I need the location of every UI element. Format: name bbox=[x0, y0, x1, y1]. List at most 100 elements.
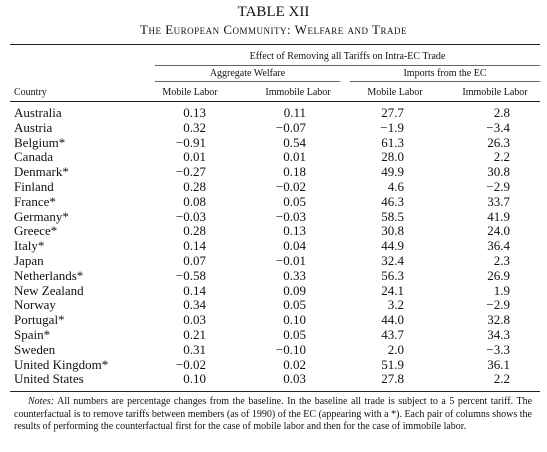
rule bbox=[155, 81, 340, 82]
country-cell: France* bbox=[14, 193, 56, 209]
country-cell: Australia bbox=[14, 105, 62, 120]
rule bbox=[350, 81, 540, 82]
value-cell: 28.0 bbox=[381, 149, 404, 165]
value-cell: 0.03 bbox=[283, 371, 306, 387]
value-cell: 0.02 bbox=[283, 356, 306, 372]
value-cell: 41.9 bbox=[487, 208, 510, 224]
country-cell: Finland bbox=[14, 179, 54, 194]
country-cell: Portugal* bbox=[14, 312, 65, 328]
column-header: Immobile Labor bbox=[265, 87, 331, 98]
value-cell: 24.1 bbox=[381, 282, 404, 298]
group-header: Aggregate Welfare bbox=[209, 68, 286, 79]
table-title: TABLE XII bbox=[237, 4, 310, 20]
country-cell: Netherlands* bbox=[14, 267, 84, 283]
value-cell: −0.02 bbox=[175, 356, 206, 372]
value-cell: −0.03 bbox=[175, 208, 206, 224]
country-cell: United States bbox=[14, 371, 84, 387]
value-cell: 0.14 bbox=[183, 238, 206, 254]
group-header: Imports from the EC bbox=[403, 68, 487, 79]
country-cell: Canada bbox=[14, 149, 53, 165]
country-cell: Spain* bbox=[14, 327, 51, 342]
value-cell: 43.7 bbox=[381, 327, 404, 342]
spanner-header: Effect of Removing all Tariffs on Intra-… bbox=[249, 51, 446, 62]
notes: Notes: All numbers are percentage change… bbox=[14, 396, 532, 434]
value-cell: 0.18 bbox=[283, 164, 306, 180]
column-header: Mobile Labor bbox=[367, 87, 423, 98]
value-cell: 0.11 bbox=[283, 105, 306, 120]
country-cell: Greece* bbox=[14, 223, 58, 239]
value-cell: −0.58 bbox=[175, 267, 206, 283]
notes-label: Notes: bbox=[28, 396, 55, 407]
value-cell: 0.05 bbox=[283, 193, 306, 209]
value-cell: 1.9 bbox=[493, 282, 510, 298]
value-cell: 0.10 bbox=[283, 312, 306, 328]
country-cell: Japan bbox=[14, 253, 44, 268]
value-cell: 0.21 bbox=[183, 327, 206, 342]
rule bbox=[155, 65, 540, 66]
value-cell: 4.6 bbox=[387, 179, 404, 194]
value-cell: 24.0 bbox=[487, 223, 510, 239]
value-cell: 32.4 bbox=[381, 253, 404, 268]
value-cell: 61.3 bbox=[381, 134, 404, 150]
value-cell: 0.08 bbox=[183, 193, 206, 209]
country-cell: Germany* bbox=[14, 208, 69, 224]
value-cell: 44.9 bbox=[381, 238, 404, 254]
value-cell: 2.2 bbox=[493, 371, 510, 387]
value-cell: 36.1 bbox=[487, 356, 510, 372]
table-subtitle: The European Community: Welfare and Trad… bbox=[140, 22, 407, 37]
value-cell: −1.9 bbox=[380, 119, 404, 135]
value-cell: −2.9 bbox=[486, 297, 510, 313]
value-cell: 3.2 bbox=[387, 297, 404, 313]
value-cell: 0.05 bbox=[283, 297, 306, 313]
value-cell: 0.32 bbox=[183, 119, 206, 135]
value-cell: −0.10 bbox=[275, 341, 306, 357]
value-cell: 0.31 bbox=[183, 341, 206, 357]
value-cell: 36.4 bbox=[487, 238, 510, 254]
value-cell: 56.3 bbox=[381, 267, 404, 283]
value-cell: 0.09 bbox=[283, 282, 306, 298]
value-cell: 49.9 bbox=[381, 164, 404, 180]
value-cell: 26.9 bbox=[487, 267, 510, 283]
value-cell: −0.02 bbox=[275, 179, 306, 194]
column-header: Mobile Labor bbox=[162, 87, 218, 98]
value-cell: 0.07 bbox=[183, 253, 206, 268]
country-cell: New Zealand bbox=[14, 282, 84, 298]
value-cell: 51.9 bbox=[381, 356, 404, 372]
value-cell: 0.28 bbox=[183, 179, 206, 194]
value-cell: −0.01 bbox=[275, 253, 306, 268]
rule bbox=[10, 391, 540, 392]
value-cell: 27.8 bbox=[381, 371, 404, 387]
rule bbox=[10, 101, 540, 102]
value-cell: −0.07 bbox=[275, 119, 306, 135]
notes-text: All numbers are percentage changes from … bbox=[14, 396, 533, 432]
value-cell: 0.01 bbox=[283, 149, 306, 165]
value-cell: 33.7 bbox=[487, 193, 510, 209]
country-cell: Denmark* bbox=[14, 164, 69, 180]
value-cell: −0.27 bbox=[175, 164, 206, 180]
value-cell: 0.14 bbox=[183, 282, 206, 298]
rule bbox=[10, 44, 540, 45]
value-cell: 0.34 bbox=[183, 297, 206, 313]
value-cell: 0.01 bbox=[183, 149, 206, 165]
value-cell: −0.91 bbox=[175, 134, 206, 150]
value-cell: −3.4 bbox=[486, 119, 510, 135]
value-cell: 0.28 bbox=[183, 223, 206, 239]
value-cell: 26.3 bbox=[487, 134, 510, 150]
country-cell: Austria bbox=[14, 119, 53, 135]
column-header: Immobile Labor bbox=[462, 87, 528, 98]
value-cell: −0.03 bbox=[275, 208, 306, 224]
country-cell: Norway bbox=[14, 297, 56, 313]
value-cell: 30.8 bbox=[487, 164, 510, 180]
value-cell: 0.05 bbox=[283, 327, 306, 342]
value-cell: 46.3 bbox=[381, 193, 404, 209]
value-cell: 32.8 bbox=[487, 312, 510, 328]
value-cell: 0.13 bbox=[183, 105, 206, 120]
value-cell: 30.8 bbox=[381, 223, 404, 239]
value-cell: 0.54 bbox=[283, 134, 306, 150]
country-cell: Sweden bbox=[14, 341, 56, 357]
value-cell: 2.8 bbox=[493, 105, 510, 120]
value-cell: 0.10 bbox=[183, 371, 206, 387]
value-cell: 34.3 bbox=[487, 327, 510, 342]
column-header: Country bbox=[14, 87, 47, 98]
